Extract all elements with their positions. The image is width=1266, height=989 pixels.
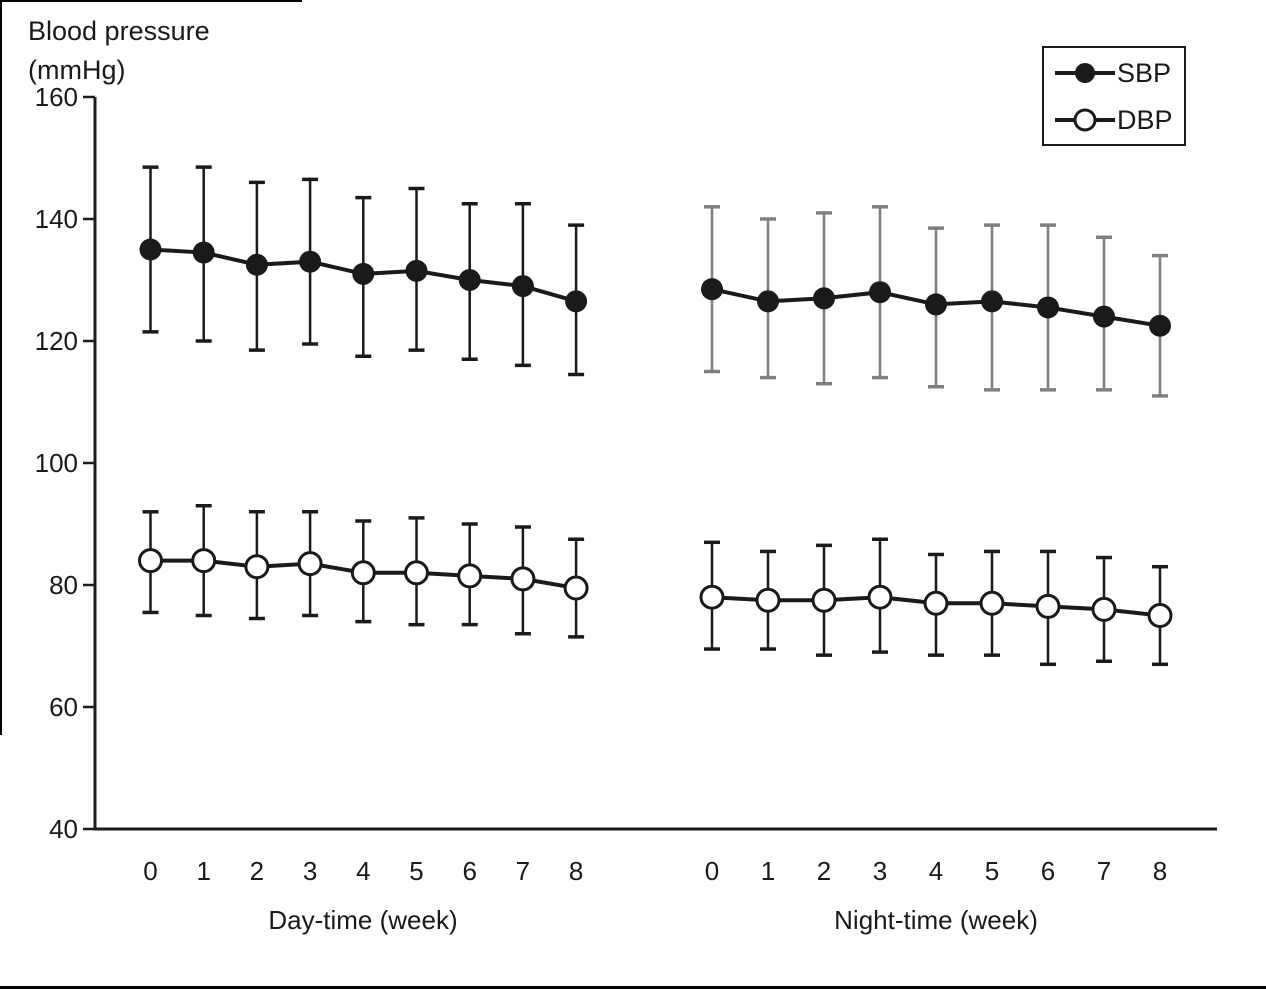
day-time-x-tick-label-7: 7 — [516, 856, 530, 886]
day-time-x-tick-label-1: 1 — [196, 856, 210, 886]
night-time-x-tick-label-4: 4 — [929, 856, 943, 886]
night-time-x-tick-label-6: 6 — [1041, 856, 1055, 886]
day-time-sbp-marker-w3 — [299, 250, 322, 273]
day-time-sbp-marker-w4 — [352, 262, 375, 285]
day-time-sbp-marker-w5 — [405, 259, 428, 282]
night-time-sbp-marker-w8 — [1149, 314, 1171, 337]
night-time-dbp-marker-w4 — [923, 590, 949, 616]
night-time-sbp-marker-w0 — [701, 278, 723, 301]
legend-item-sbp: SBP — [1055, 58, 1171, 88]
y-tick-label-140: 140 — [35, 204, 78, 234]
night-time-x-tick-label-3: 3 — [873, 856, 887, 886]
legend-sbp-label: SBP — [1117, 58, 1171, 88]
day-time-dbp-marker-w2 — [244, 554, 270, 580]
night-time-sbp-marker-w4 — [925, 293, 947, 316]
day-time-x-tick-label-3: 3 — [303, 856, 317, 886]
night-time-sbp-marker-w1 — [757, 290, 779, 313]
y-tick-label-40: 40 — [49, 814, 78, 844]
legend-item-dbp: DBP — [1055, 105, 1173, 135]
y-axis-title-line2: (mmHg) — [28, 55, 125, 85]
day-time-x-tick-label-2: 2 — [250, 856, 264, 886]
day-time-dbp-series — [138, 503, 589, 639]
day-time-sbp-marker-w6 — [458, 269, 481, 291]
day-time-sbp-marker-w2 — [245, 253, 268, 276]
y-tick-label-160: 160 — [35, 82, 78, 112]
night-time-dbp-marker-w7 — [1091, 596, 1117, 622]
day-time-sbp-marker-w0 — [139, 238, 162, 261]
night-time-dbp-marker-w0 — [699, 584, 725, 610]
night-time-sbp-marker-w6 — [1037, 296, 1059, 319]
night-time-dbp-marker-w3 — [867, 584, 893, 610]
day-time-x-tick-label-6: 6 — [462, 856, 476, 886]
day-time-dbp-marker-w0 — [138, 548, 163, 574]
day-time-dbp-marker-w1 — [191, 548, 217, 574]
figure-border-top — [0, 0, 302, 2]
y-tick-label-60: 60 — [49, 692, 78, 722]
day-time-dbp-marker-w7 — [510, 566, 536, 592]
day-panel-caption: Day-time (week) — [268, 905, 457, 935]
night-time-dbp-marker-w6 — [1035, 593, 1061, 619]
figure-border-bottom — [0, 986, 1266, 989]
night-time-sbp-marker-w7 — [1093, 305, 1115, 328]
day-time-dbp-marker-w6 — [457, 563, 483, 589]
y-tick-label-120: 120 — [35, 326, 78, 356]
legend: SBP DBP — [1042, 46, 1186, 146]
night-time-x-tick-label-5: 5 — [985, 856, 999, 886]
night-time-x-tick-label-1: 1 — [761, 856, 775, 886]
day-time-sbp-marker-w8 — [565, 290, 588, 313]
day-time-dbp-marker-w8 — [563, 575, 589, 601]
y-axis-title-line1: Blood pressure — [28, 16, 210, 46]
axis-spine — [93, 97, 1217, 831]
y-tick-label-80: 80 — [49, 570, 78, 600]
day-time-sbp-marker-w7 — [511, 275, 534, 298]
day-time-x-tick-label-5: 5 — [409, 856, 423, 886]
night-panel-caption: Night-time (week) — [834, 905, 1038, 935]
day-time-x-tick-label-0: 0 — [143, 856, 157, 886]
legend-dbp-label: DBP — [1117, 105, 1173, 135]
night-time-dbp-marker-w2 — [811, 587, 837, 613]
day-time-x-tick-label-4: 4 — [356, 856, 370, 886]
day-time-x-tick-label-8: 8 — [569, 856, 583, 886]
day-time-dbp-marker-w3 — [297, 551, 323, 577]
night-time-x-tick-label-7: 7 — [1097, 856, 1111, 886]
legend-box — [1042, 46, 1186, 146]
night-time-sbp-marker-w3 — [869, 281, 891, 304]
day-time-dbp-marker-w4 — [350, 560, 376, 586]
series-layer — [138, 165, 1173, 667]
legend-sbp-marker-icon — [1075, 63, 1095, 83]
day-time-sbp-marker-w1 — [192, 241, 215, 264]
night-time-sbp-series — [701, 205, 1171, 398]
night-time-x-tick-label-8: 8 — [1153, 856, 1167, 886]
night-time-dbp-series — [699, 537, 1173, 667]
night-time-dbp-marker-w8 — [1147, 603, 1173, 628]
night-time-x-tick-label-2: 2 — [817, 856, 831, 886]
night-time-dbp-marker-w5 — [979, 590, 1005, 616]
night-time-sbp-marker-w2 — [813, 287, 835, 310]
legend-dbp-marker-icon — [1073, 108, 1097, 132]
night-time-x-tick-label-0: 0 — [705, 856, 719, 886]
day-time-sbp-series — [139, 165, 588, 377]
day-time-dbp-marker-w5 — [404, 560, 429, 586]
night-time-sbp-marker-w5 — [981, 290, 1003, 313]
figure-border-left — [0, 0, 2, 735]
night-time-dbp-marker-w1 — [755, 587, 781, 613]
y-tick-label-100: 100 — [35, 448, 78, 478]
